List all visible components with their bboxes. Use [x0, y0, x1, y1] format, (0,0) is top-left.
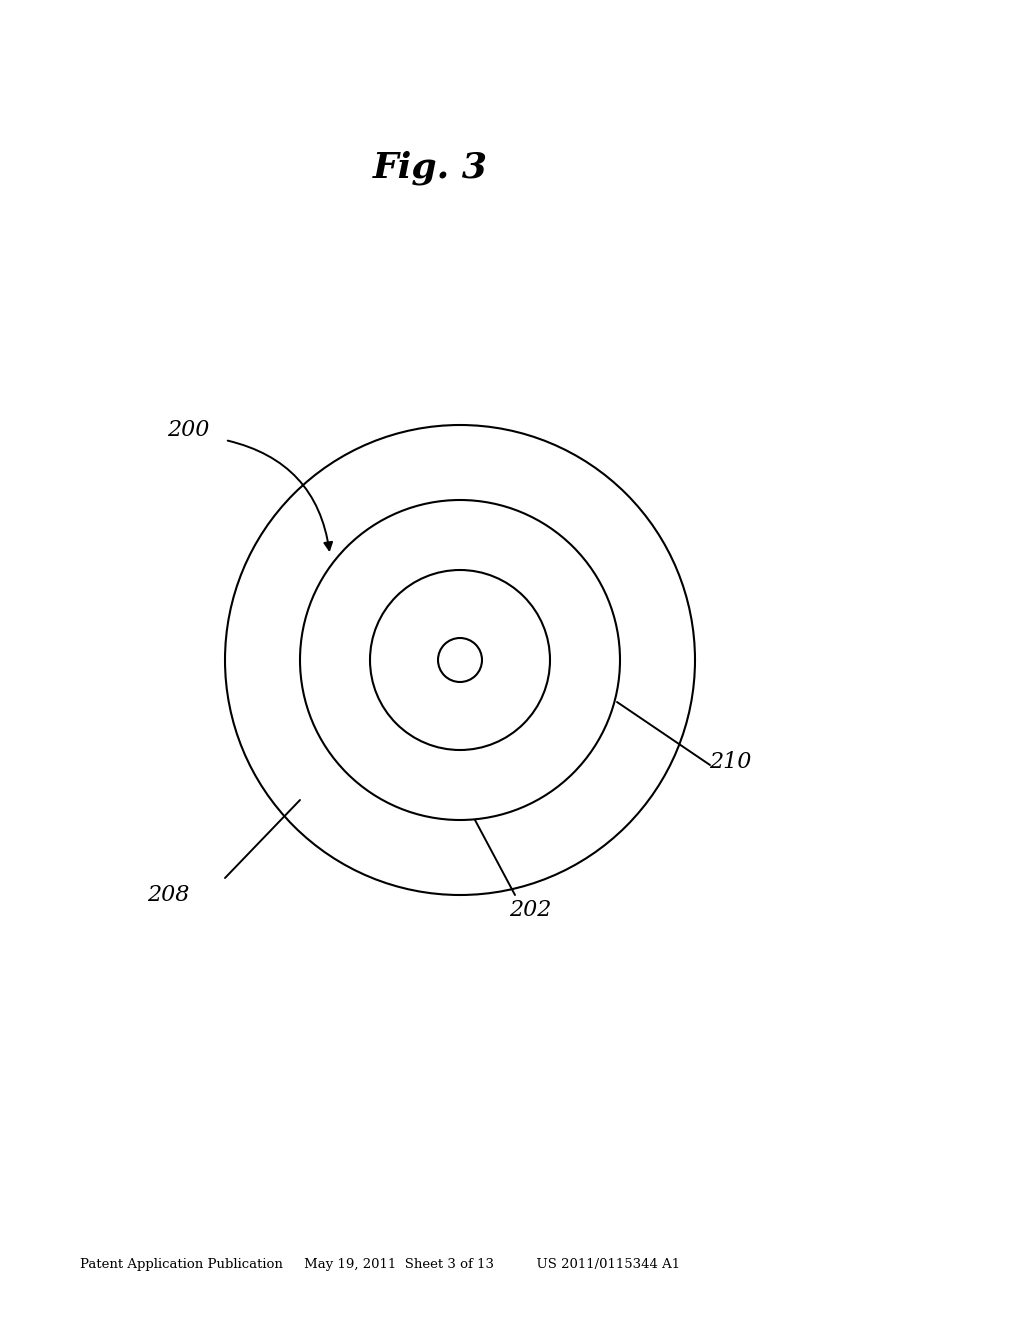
Text: Fig. 3: Fig. 3	[373, 150, 487, 185]
Text: 200: 200	[167, 418, 209, 441]
Text: Patent Application Publication     May 19, 2011  Sheet 3 of 13          US 2011/: Patent Application Publication May 19, 2…	[80, 1258, 680, 1271]
Text: 208: 208	[146, 884, 189, 906]
Text: 202: 202	[509, 899, 551, 921]
Text: 210: 210	[709, 751, 752, 774]
